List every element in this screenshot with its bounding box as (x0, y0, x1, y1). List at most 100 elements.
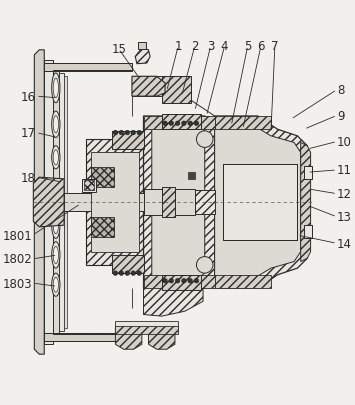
Text: 9: 9 (337, 109, 345, 122)
Polygon shape (44, 64, 132, 72)
Bar (132, 77, 165, 97)
Bar (223, 164, 297, 241)
Bar (138, 43, 146, 50)
Text: 8: 8 (337, 84, 344, 97)
Bar (82, 179, 95, 193)
Text: 3: 3 (207, 40, 214, 53)
Polygon shape (132, 77, 165, 97)
Circle shape (125, 131, 130, 136)
Text: 14: 14 (337, 237, 352, 250)
Bar (143, 117, 215, 130)
Bar (162, 77, 191, 104)
Text: 18: 18 (21, 171, 36, 184)
Bar (44, 333, 132, 341)
Circle shape (194, 122, 199, 126)
Polygon shape (148, 328, 175, 350)
Circle shape (175, 279, 180, 284)
Circle shape (175, 122, 180, 126)
Bar (44, 64, 132, 72)
Circle shape (125, 271, 130, 276)
Circle shape (196, 257, 213, 273)
Bar (143, 189, 162, 216)
Circle shape (119, 131, 124, 136)
Text: 1: 1 (175, 40, 182, 53)
Ellipse shape (52, 146, 60, 170)
Text: 13: 13 (337, 211, 352, 224)
Text: 10: 10 (337, 136, 352, 149)
Bar (91, 153, 138, 252)
Polygon shape (143, 117, 215, 288)
Bar (175, 189, 195, 216)
Ellipse shape (53, 277, 59, 292)
Circle shape (169, 122, 174, 126)
Polygon shape (44, 333, 132, 341)
Ellipse shape (52, 273, 60, 296)
Bar (64, 77, 67, 328)
Ellipse shape (53, 79, 59, 98)
Polygon shape (115, 328, 142, 350)
Bar (115, 321, 178, 328)
Bar (162, 188, 175, 217)
Text: 7: 7 (271, 40, 279, 53)
Bar (64, 194, 307, 211)
Polygon shape (152, 127, 205, 278)
Circle shape (188, 122, 192, 126)
Text: 5: 5 (244, 40, 251, 53)
Bar (53, 70, 59, 335)
Circle shape (131, 131, 136, 136)
Text: 16: 16 (21, 90, 36, 103)
Circle shape (119, 271, 124, 276)
Circle shape (137, 131, 142, 136)
Ellipse shape (52, 112, 60, 138)
Ellipse shape (52, 242, 60, 269)
Bar (215, 117, 271, 130)
Circle shape (194, 279, 199, 284)
Bar (91, 217, 114, 237)
Text: 4: 4 (221, 40, 228, 53)
Polygon shape (135, 49, 150, 64)
Text: 1801: 1801 (3, 229, 33, 242)
Bar (162, 115, 201, 130)
Ellipse shape (53, 247, 59, 264)
Circle shape (181, 279, 186, 284)
Circle shape (131, 271, 136, 276)
Bar (188, 172, 196, 179)
Bar (112, 255, 143, 273)
Bar (59, 74, 64, 331)
Text: 1803: 1803 (3, 277, 33, 290)
Text: 15: 15 (111, 43, 126, 56)
Bar (304, 226, 312, 239)
Circle shape (137, 271, 142, 276)
Bar (86, 140, 143, 265)
Circle shape (196, 132, 213, 148)
Polygon shape (301, 143, 311, 262)
Bar (162, 275, 201, 290)
Bar (304, 166, 312, 179)
Bar (143, 275, 215, 288)
Bar (115, 326, 178, 335)
Circle shape (181, 122, 186, 126)
Ellipse shape (53, 150, 59, 166)
Text: 12: 12 (337, 188, 352, 201)
Polygon shape (143, 285, 203, 316)
Ellipse shape (53, 217, 59, 234)
Text: 6: 6 (257, 40, 265, 53)
Polygon shape (34, 51, 44, 354)
Text: 1802: 1802 (3, 253, 33, 266)
Bar (195, 191, 215, 214)
Bar (112, 132, 143, 150)
Bar (91, 168, 114, 188)
Bar (84, 181, 94, 191)
Ellipse shape (52, 74, 60, 104)
Circle shape (188, 279, 192, 284)
Text: 11: 11 (337, 164, 352, 177)
Circle shape (113, 271, 118, 276)
Circle shape (169, 279, 174, 284)
Circle shape (113, 131, 118, 136)
Ellipse shape (53, 116, 59, 134)
Bar (223, 164, 297, 241)
Polygon shape (33, 178, 64, 227)
Circle shape (163, 279, 167, 284)
Text: 2: 2 (191, 40, 198, 53)
Ellipse shape (52, 212, 60, 239)
